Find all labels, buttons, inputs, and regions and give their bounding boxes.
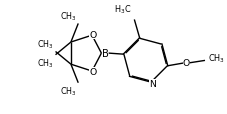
Text: CH$_3$: CH$_3$ <box>208 53 225 65</box>
Text: O: O <box>89 31 97 40</box>
Text: CH$_3$: CH$_3$ <box>37 57 54 69</box>
Text: CH$_3$: CH$_3$ <box>37 38 54 50</box>
Text: B: B <box>102 49 109 59</box>
Text: O: O <box>89 68 97 77</box>
Text: H$_3$C: H$_3$C <box>114 4 131 16</box>
Text: CH$_3$: CH$_3$ <box>60 10 76 22</box>
Text: N: N <box>149 80 156 89</box>
Text: O: O <box>183 59 190 68</box>
Text: CH$_3$: CH$_3$ <box>60 85 76 97</box>
